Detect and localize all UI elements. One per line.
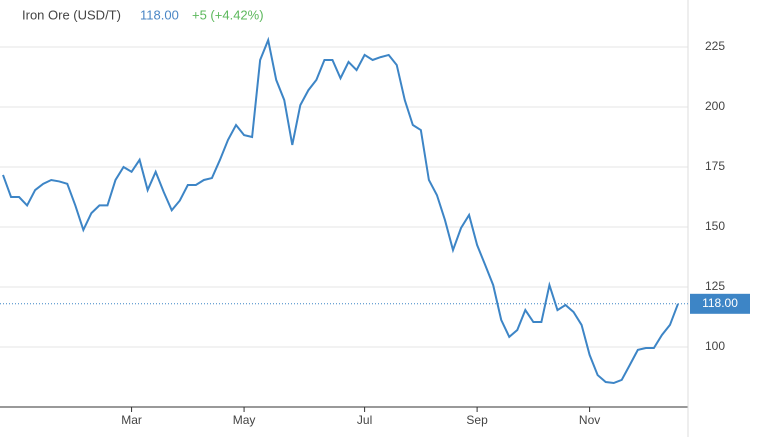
- price: 118.00: [140, 7, 179, 22]
- price-line: [2, 36, 679, 385]
- x-tick-label: Nov: [579, 413, 600, 427]
- y-tick-label: 225: [705, 39, 725, 53]
- y-tick-label: 125: [705, 279, 725, 293]
- x-tick-label: Sep: [466, 413, 488, 427]
- y-tick-label: 175: [705, 159, 725, 173]
- y-tick-label: 150: [705, 219, 725, 233]
- y-tick-label: 100: [705, 339, 725, 353]
- x-tick-label: Mar: [121, 413, 142, 427]
- y-tick-label: 200: [705, 99, 725, 113]
- chart-title: Iron Ore (USD/T): [22, 7, 121, 22]
- x-tick-label: Jul: [357, 413, 372, 427]
- change: +5 (+4.42%): [192, 7, 264, 22]
- last-price-box: [690, 293, 750, 314]
- x-tick-label: May: [233, 413, 256, 427]
- last-price-label: 118.00: [702, 296, 738, 310]
